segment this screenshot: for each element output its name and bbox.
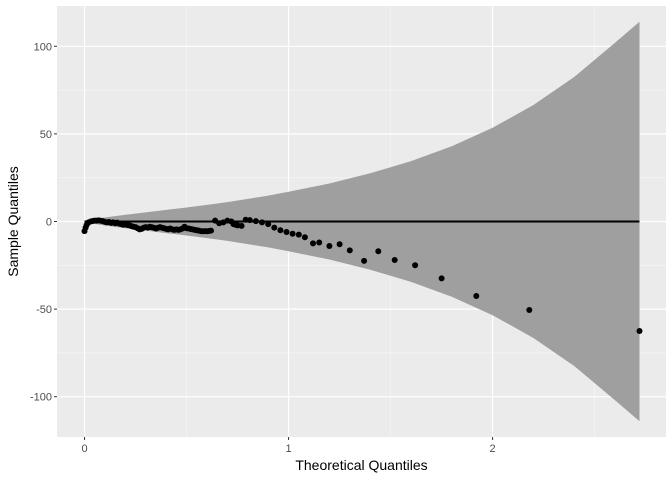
data-point	[271, 224, 278, 231]
y-axis-title: Sample Quantiles	[5, 166, 21, 277]
data-point	[265, 221, 272, 228]
data-point	[208, 227, 214, 234]
x-tick-label: 0	[81, 443, 87, 455]
data-points	[81, 216, 643, 334]
data-point	[259, 219, 265, 226]
data-point	[375, 248, 382, 255]
y-tick-label: 100	[34, 41, 52, 53]
data-point	[636, 328, 643, 334]
data-point	[438, 275, 445, 282]
x-tick-label: 2	[490, 443, 496, 455]
data-point	[295, 231, 302, 238]
y-tick-label: -100	[30, 392, 52, 404]
y-axis-ticks: -100 -50 0 50 100	[30, 41, 57, 404]
y-tick-label: 50	[40, 129, 52, 141]
data-point	[310, 240, 316, 247]
data-point	[361, 257, 368, 264]
data-point	[316, 239, 323, 246]
data-point	[336, 241, 343, 248]
y-tick-label: 0	[46, 217, 52, 229]
data-point	[238, 222, 245, 229]
data-point	[412, 262, 419, 269]
data-point	[526, 307, 533, 313]
data-point	[301, 234, 308, 241]
data-point	[326, 243, 333, 249]
x-axis-title: Theoretical Quantiles	[295, 457, 427, 473]
data-point	[283, 229, 290, 235]
data-point	[289, 230, 296, 237]
y-tick-label: -50	[36, 304, 52, 316]
data-point	[346, 247, 353, 254]
data-point	[391, 257, 398, 263]
x-axis-ticks: 0 1 2	[81, 437, 496, 455]
data-point	[473, 293, 480, 299]
data-point	[246, 217, 253, 224]
data-point	[252, 218, 259, 225]
x-tick-label: 1	[286, 443, 292, 455]
data-point	[277, 227, 284, 234]
